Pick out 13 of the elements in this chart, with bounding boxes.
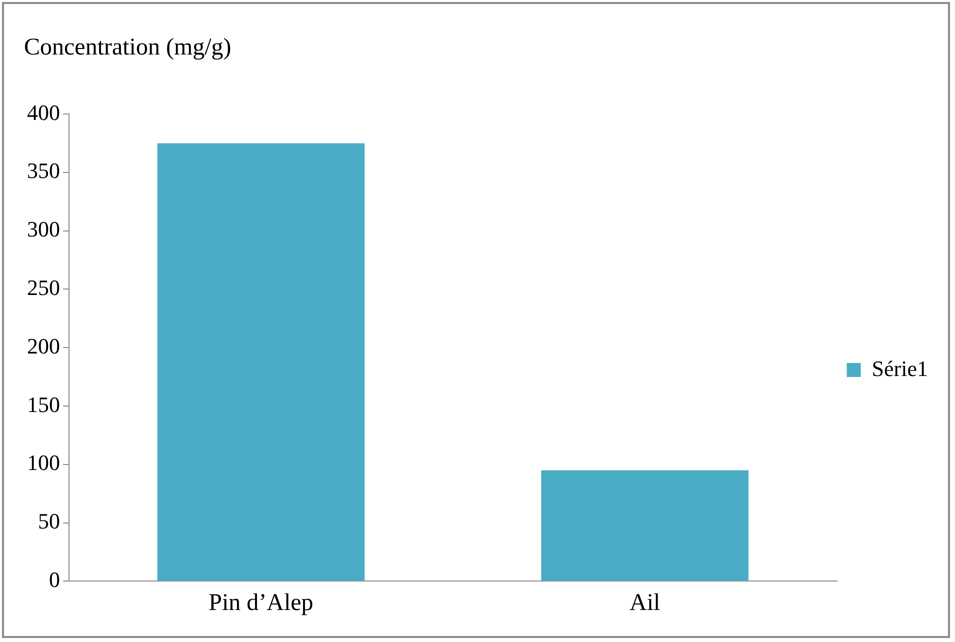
y-tick-label: 300 <box>27 216 60 242</box>
x-tick-label: Pin d’Alep <box>208 590 314 616</box>
y-tick-label: 100 <box>27 450 60 476</box>
y-tick-label: 150 <box>27 392 60 417</box>
x-tick-label: Ail <box>630 590 661 616</box>
y-tick-label: 350 <box>27 158 60 184</box>
y-tick-label: 50 <box>38 508 60 534</box>
y-tick-label: 250 <box>27 274 60 300</box>
y-tick-label: 400 <box>27 100 60 125</box>
y-tick-label: 200 <box>27 333 60 358</box>
y-tick-label: 0 <box>49 566 60 592</box>
legend-label: Série1 <box>872 356 928 381</box>
y-axis-title: Concentration (mg/g) <box>24 34 232 60</box>
